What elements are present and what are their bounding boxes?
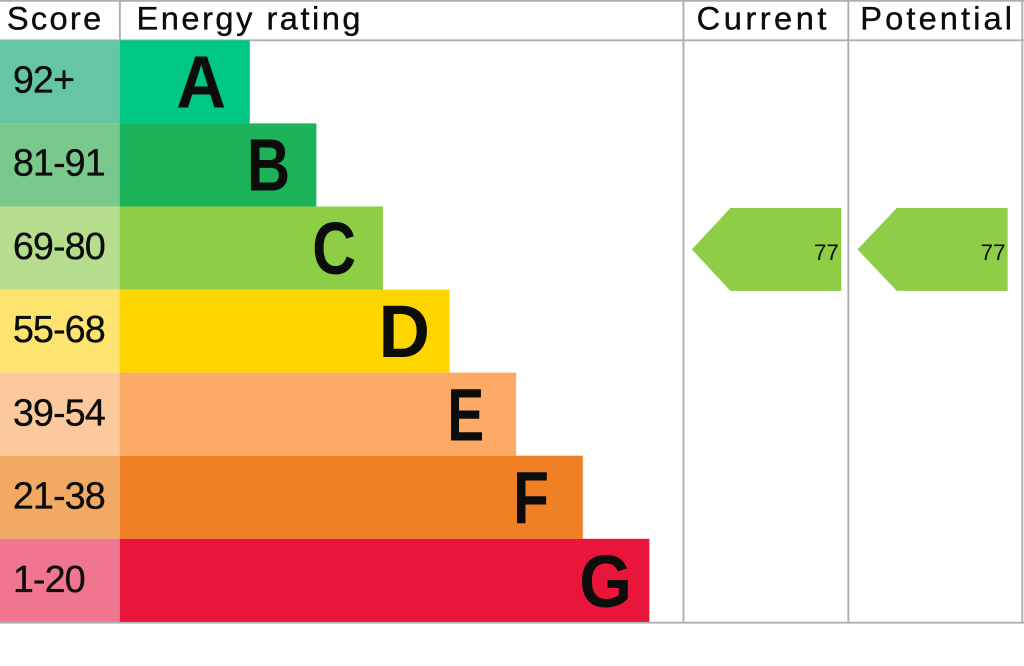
svg-text:39-54: 39-54 [13,392,105,434]
svg-text:Current: Current [697,0,830,37]
svg-text:Energy rating: Energy rating [137,0,364,37]
svg-text:C: C [312,207,356,290]
svg-text:55-68: 55-68 [13,309,105,351]
svg-text:D: D [379,290,430,373]
svg-text:69-80: 69-80 [13,226,105,268]
svg-text:92+: 92+ [13,59,74,101]
svg-text:81-91: 81-91 [13,143,105,185]
svg-text:77: 77 [981,240,1006,265]
svg-text:77: 77 [814,240,839,265]
svg-text:E: E [447,373,484,456]
svg-text:A: A [176,40,226,123]
svg-text:1-20: 1-20 [13,559,85,601]
svg-text:21-38: 21-38 [13,476,105,518]
svg-text:F: F [513,457,549,540]
svg-text:B: B [247,124,290,207]
svg-text:Score: Score [7,0,104,37]
svg-text:Potential: Potential [860,0,1015,37]
svg-text:G: G [579,540,632,623]
